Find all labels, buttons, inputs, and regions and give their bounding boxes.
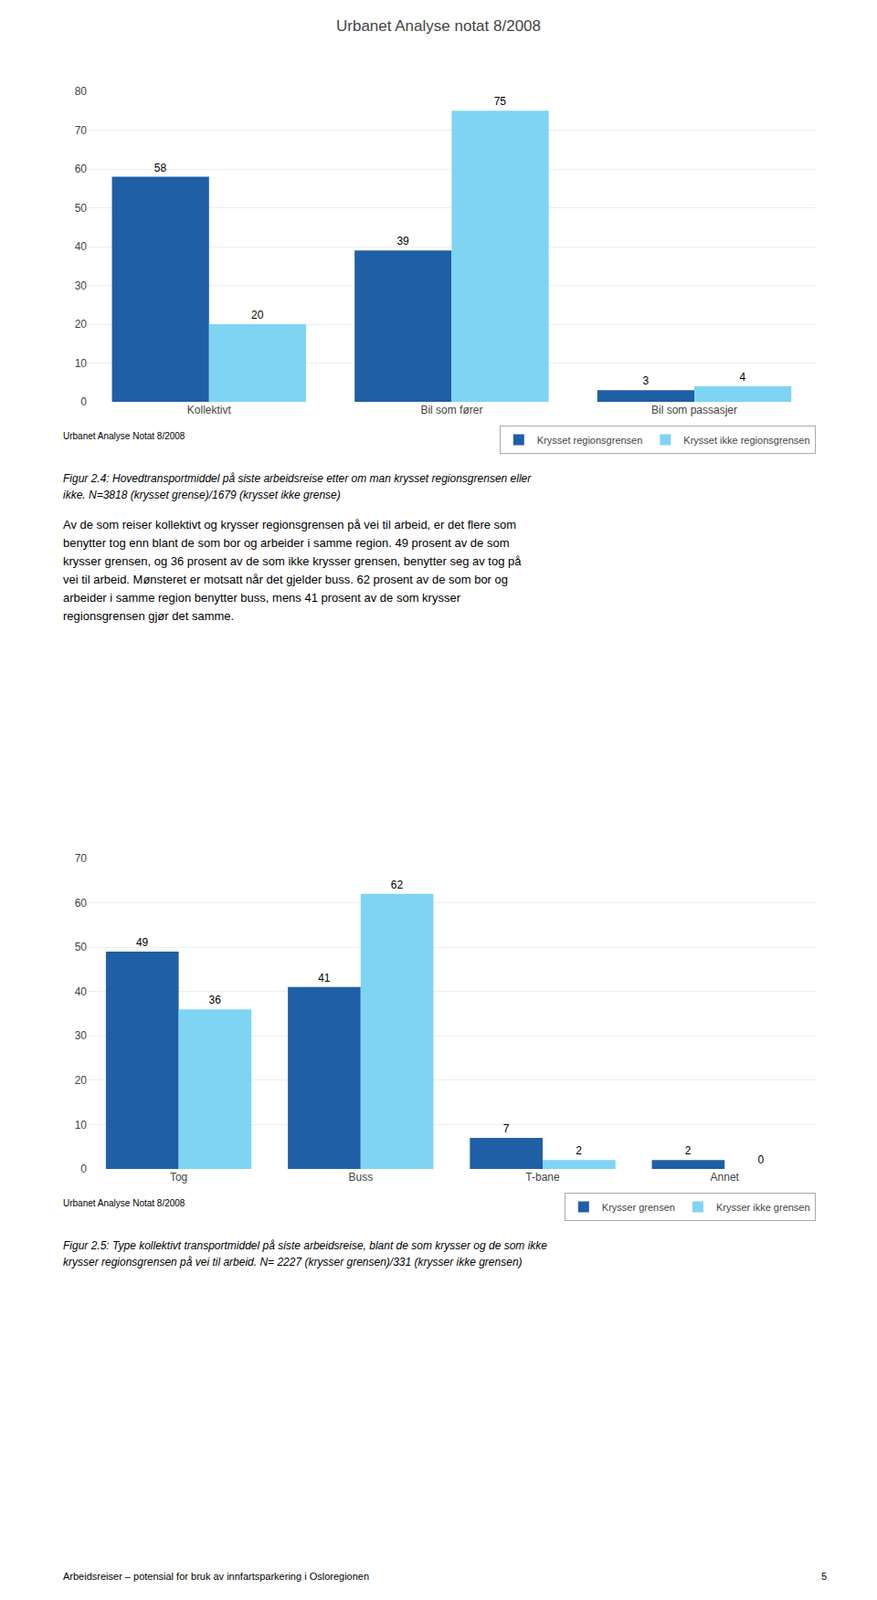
svg-text:30: 30 (74, 1029, 88, 1043)
svg-text:5: 5 (821, 1571, 827, 1583)
svg-text:arbeider i samme region benytt: arbeider i samme region benytter buss, m… (63, 591, 462, 605)
svg-text:Bil som fører: Bil som fører (420, 403, 483, 417)
svg-text:20: 20 (251, 308, 265, 322)
svg-text:50: 50 (74, 201, 88, 215)
svg-text:Kollektivt: Kollektivt (187, 403, 233, 417)
svg-text:7: 7 (503, 1122, 510, 1136)
svg-text:50: 50 (74, 940, 88, 954)
svg-text:40: 40 (74, 240, 88, 254)
svg-text:75: 75 (494, 95, 508, 108)
svg-text:30: 30 (74, 279, 88, 293)
svg-text:36: 36 (209, 993, 222, 1007)
svg-text:T-bane: T-bane (525, 1171, 561, 1184)
svg-text:ikke. N=3818 (krysset grense)/: ikke. N=3818 (krysset grense)/1679 (krys… (63, 488, 341, 502)
svg-text:60: 60 (74, 897, 88, 910)
svg-text:10: 10 (74, 357, 88, 370)
svg-text:Krysser ikke grensen: Krysser ikke grensen (716, 1202, 811, 1214)
svg-text:Figur 2.4: Hovedtransportmidde: Figur 2.4: Hovedtransportmiddel på siste… (63, 472, 532, 486)
svg-text:Arbeidsreiser – potensial for: Arbeidsreiser – potensial for bruk av in… (63, 1571, 370, 1583)
svg-text:vei til arbeid. Mønsteret er m: vei til arbeid. Mønsteret er motsatt når… (63, 572, 508, 587)
svg-text:Krysset ikke regionsgrensen: Krysset ikke regionsgrensen (683, 434, 810, 446)
svg-text:70: 70 (74, 852, 88, 866)
svg-text:Tog: Tog (169, 1171, 188, 1184)
svg-text:20: 20 (74, 317, 88, 331)
svg-text:60: 60 (74, 162, 88, 176)
svg-text:Bil som passasjer: Bil som passasjer (651, 403, 738, 417)
svg-text:Figur 2.5: Type kollektivt tra: Figur 2.5: Type kollektivt transportmidd… (63, 1239, 548, 1253)
svg-text:Urbanet Analyse notat 8/2008: Urbanet Analyse notat 8/2008 (336, 17, 541, 35)
svg-text:krysser regionsgrensen på vei: krysser regionsgrensen på vei til arbeid… (63, 1256, 523, 1269)
svg-text:0: 0 (80, 395, 87, 409)
svg-text:0: 0 (758, 1153, 765, 1167)
svg-text:62: 62 (390, 878, 404, 892)
svg-text:2: 2 (575, 1144, 582, 1158)
svg-text:benytter tog enn blant de som: benytter tog enn blant de som bor og arb… (63, 536, 510, 550)
svg-text:regionsgrensen gjør det samme.: regionsgrensen gjør det samme. (63, 609, 234, 624)
svg-text:40: 40 (74, 985, 88, 999)
svg-text:krysser grensen, og 36 prosent: krysser grensen, og 36 prosent av de som… (63, 554, 522, 569)
svg-text:Krysset regionsgrensen: Krysset regionsgrensen (537, 434, 644, 446)
svg-text:58: 58 (154, 161, 168, 175)
svg-text:Urbanet Analyse Notat 8/2008: Urbanet Analyse Notat 8/2008 (63, 431, 186, 442)
svg-text:Urbanet Analyse Notat 8/2008: Urbanet Analyse Notat 8/2008 (63, 1198, 186, 1209)
svg-text:49: 49 (136, 936, 149, 950)
svg-text:Buss: Buss (348, 1171, 373, 1184)
svg-text:10: 10 (74, 1119, 88, 1132)
svg-text:3: 3 (642, 374, 649, 388)
svg-text:2: 2 (685, 1144, 692, 1158)
svg-text:39: 39 (396, 234, 410, 248)
svg-text:70: 70 (74, 124, 88, 138)
svg-text:0: 0 (80, 1162, 87, 1176)
svg-text:20: 20 (74, 1074, 88, 1088)
svg-text:4: 4 (739, 370, 747, 384)
svg-text:80: 80 (74, 84, 88, 98)
svg-text:Av de som reiser kollektivt og: Av de som reiser kollektivt og krysser r… (63, 517, 517, 532)
svg-text:Krysser grensen: Krysser grensen (602, 1202, 676, 1214)
svg-text:Annet: Annet (710, 1171, 740, 1184)
svg-text:41: 41 (317, 972, 331, 985)
